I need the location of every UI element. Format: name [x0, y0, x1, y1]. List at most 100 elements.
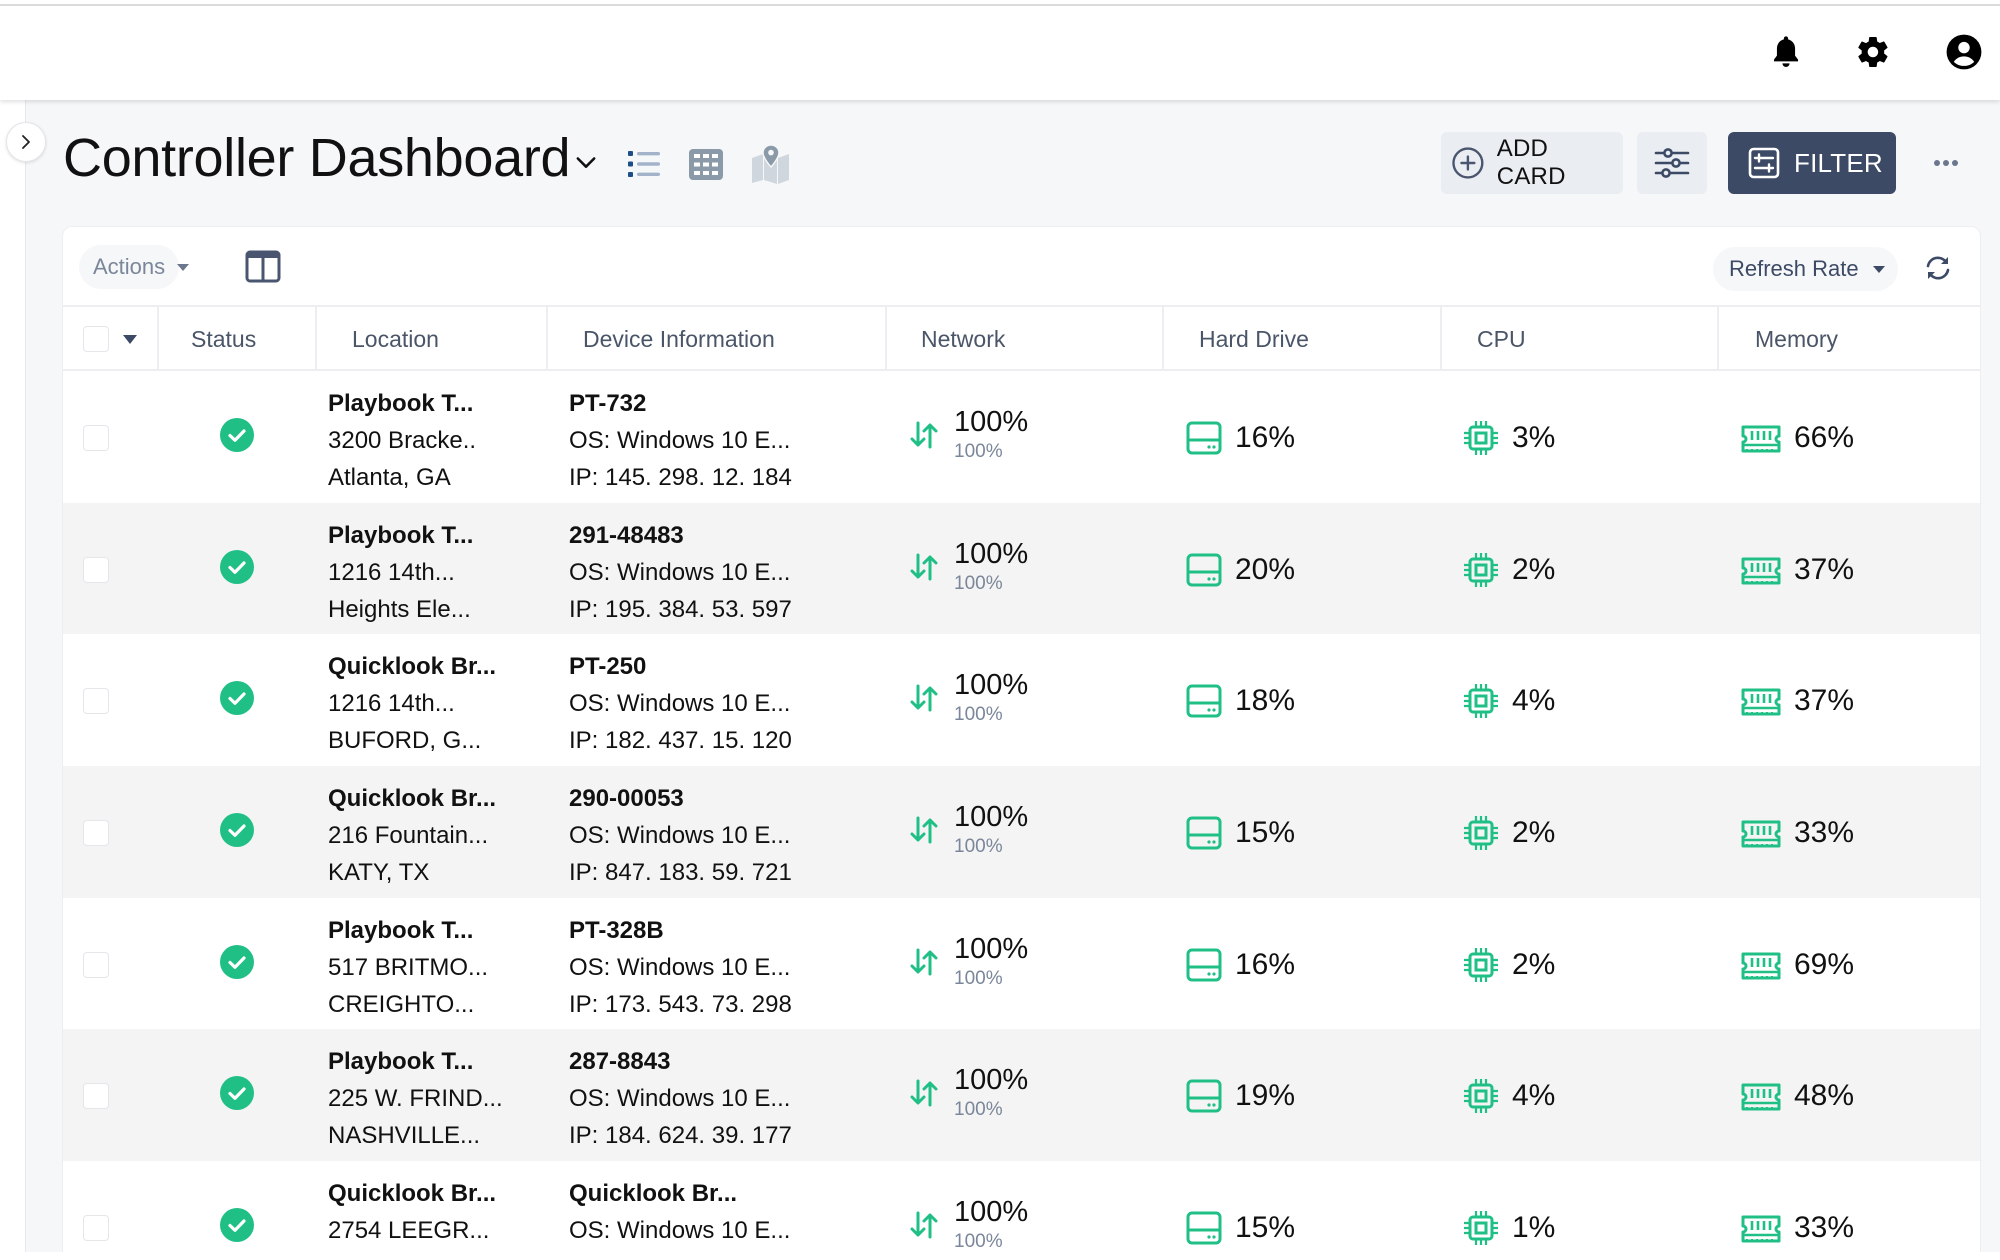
column-header-network[interactable]: Network — [887, 307, 1164, 371]
row-checkbox[interactable] — [83, 688, 109, 715]
select-all-checkbox[interactable] — [83, 326, 109, 352]
device-info-cell: PT-250 OS: Windows 10 E... IP: 182. 437.… — [569, 648, 792, 759]
dashboard-selector-dropdown[interactable] — [572, 148, 600, 176]
row-select-cell — [83, 1215, 109, 1242]
list-view-button[interactable] — [624, 144, 664, 184]
device-id[interactable]: 290-00053 — [569, 785, 684, 813]
cpu-cell: 1% — [1462, 1209, 1555, 1247]
table-row[interactable]: Playbook T... 3200 Bracke.. Atlanta, GA … — [63, 371, 1980, 503]
caret-down-icon — [177, 263, 190, 271]
location-cell: Playbook T... 517 BRITMO... CREIGHTO... — [328, 912, 488, 1023]
memory-value: 66% — [1794, 421, 1855, 454]
column-header-device-information[interactable]: Device Information — [548, 307, 887, 371]
table-row[interactable]: Quicklook Br... 2754 LEEGR... HOUSTON, T… — [63, 1161, 1980, 1252]
device-info-cell: Quicklook Br... OS: Windows 10 E... IP: … — [569, 1175, 792, 1252]
grid-view-button[interactable] — [686, 144, 726, 184]
memory-value: 37% — [1794, 684, 1855, 718]
status-ok-check-icon — [220, 1076, 254, 1111]
row-checkbox[interactable] — [83, 556, 109, 583]
cpu-cell: 2% — [1462, 946, 1555, 984]
map-view-button[interactable] — [750, 144, 790, 184]
column-header-status[interactable]: Status — [159, 307, 317, 371]
column-header-location[interactable]: Location — [317, 307, 548, 371]
hard-drive-cell: 15% — [1185, 814, 1295, 852]
expand-sidebar-button[interactable] — [6, 122, 46, 162]
network-cell: 100% 100% — [908, 800, 1028, 860]
device-id[interactable]: PT-328B — [569, 916, 664, 944]
customize-columns-button[interactable] — [1637, 132, 1707, 194]
location-cell: Quicklook Br... 1216 14th... BUFORD, G..… — [328, 648, 496, 759]
row-checkbox[interactable] — [83, 425, 109, 451]
memory-value: 33% — [1794, 1211, 1855, 1245]
row-checkbox[interactable] — [83, 951, 109, 978]
table-layout-button[interactable] — [245, 249, 281, 285]
location-name[interactable]: Quicklook Br... — [328, 785, 497, 813]
refresh-button[interactable] — [1923, 253, 1955, 285]
device-id[interactable]: Quicklook Br... — [569, 1180, 738, 1208]
row-select-cell — [83, 688, 109, 715]
memory-cell: 37% — [1740, 682, 1854, 720]
device-info-cell: PT-328B OS: Windows 10 E... IP: 173. 543… — [569, 912, 792, 1023]
row-checkbox[interactable] — [83, 1215, 109, 1242]
location-address: 225 W. FRIND... — [328, 1085, 503, 1113]
device-id[interactable]: 291-48483 — [569, 521, 684, 549]
row-checkbox[interactable] — [83, 1083, 109, 1110]
status-ok-check-icon — [220, 418, 254, 452]
user-account-button[interactable] — [1944, 32, 1984, 72]
add-card-button[interactable]: ADD CARD — [1441, 132, 1623, 194]
row-select-cell — [83, 820, 109, 847]
browser-top-edge — [0, 0, 2000, 6]
device-ip: IP: 182. 437. 15. 120 — [569, 727, 792, 755]
more-options-button[interactable] — [1928, 148, 1964, 178]
row-select-cell — [83, 556, 109, 583]
caret-down-icon — [1872, 265, 1885, 273]
column-header-cpu[interactable]: CPU — [1442, 307, 1719, 371]
location-name[interactable]: Playbook T... — [328, 1048, 474, 1076]
refresh-rate-dropdown[interactable]: Refresh Rate — [1713, 247, 1898, 291]
memory-ram-icon — [1741, 1083, 1781, 1111]
location-name[interactable]: Playbook T... — [328, 916, 474, 944]
hard-drive-icon — [1186, 684, 1222, 718]
filter-button[interactable]: FILTER — [1728, 132, 1896, 194]
location-name[interactable]: Quicklook Br... — [328, 653, 497, 681]
more-horizontal-icon — [1934, 160, 1958, 166]
memory-value: 37% — [1794, 552, 1855, 586]
top-bar — [0, 6, 2000, 100]
status-cell — [219, 944, 255, 985]
notifications-button[interactable] — [1766, 32, 1806, 72]
user-account-icon — [1946, 34, 1982, 70]
table-row[interactable]: Quicklook Br... 1216 14th... BUFORD, G..… — [63, 634, 1980, 766]
status-ok-check-icon — [220, 813, 254, 848]
device-info-cell: 287-8843 OS: Windows 10 E... IP: 184. 62… — [569, 1043, 792, 1154]
refresh-rate-label: Refresh Rate — [1729, 256, 1859, 281]
cpu-chip-icon — [1464, 1211, 1498, 1246]
location-name[interactable]: Quicklook Br... — [328, 1180, 497, 1208]
actions-dropdown[interactable]: Actions — [79, 245, 190, 289]
table-row[interactable]: Playbook T... 517 BRITMO... CREIGHTO... … — [63, 898, 1980, 1030]
select-options-caret-icon[interactable] — [123, 334, 137, 344]
row-checkbox[interactable] — [83, 820, 109, 847]
table-row[interactable]: Playbook T... 1216 14th... Heights Ele..… — [63, 502, 1980, 635]
location-cell: Quicklook Br... 2754 LEEGR... HOUSTON, T… — [328, 1175, 496, 1252]
plus-circle-icon — [1452, 147, 1484, 179]
cpu-value: 4% — [1512, 684, 1556, 718]
device-id[interactable]: 287-8843 — [569, 1048, 671, 1076]
add-card-label: ADD CARD — [1496, 135, 1566, 190]
table-row[interactable]: Playbook T... 225 W. FRIND... NASHVILLE.… — [63, 1029, 1980, 1162]
settings-button[interactable] — [1853, 32, 1893, 72]
memory-ram-icon — [1741, 952, 1781, 980]
device-id[interactable]: PT-250 — [569, 653, 647, 681]
column-header-memory[interactable]: Memory — [1755, 325, 1839, 352]
table-row[interactable]: Quicklook Br... 216 Fountain... KATY, TX… — [63, 766, 1980, 898]
memory-cell: 66% — [1740, 419, 1854, 457]
device-id[interactable]: PT-732 — [569, 390, 647, 417]
location-name[interactable]: Playbook T... — [328, 521, 474, 549]
network-up-down-arrows-icon — [910, 1079, 938, 1107]
location-name[interactable]: Playbook T... — [328, 390, 474, 417]
cpu-chip-icon — [1464, 816, 1498, 851]
chevron-right-icon — [22, 135, 30, 149]
cpu-chip-icon — [1464, 421, 1498, 455]
column-header-hard-drive[interactable]: Hard Drive — [1164, 307, 1442, 371]
network-value: 100% — [954, 406, 1029, 438]
memory-ram-icon — [1741, 557, 1781, 585]
